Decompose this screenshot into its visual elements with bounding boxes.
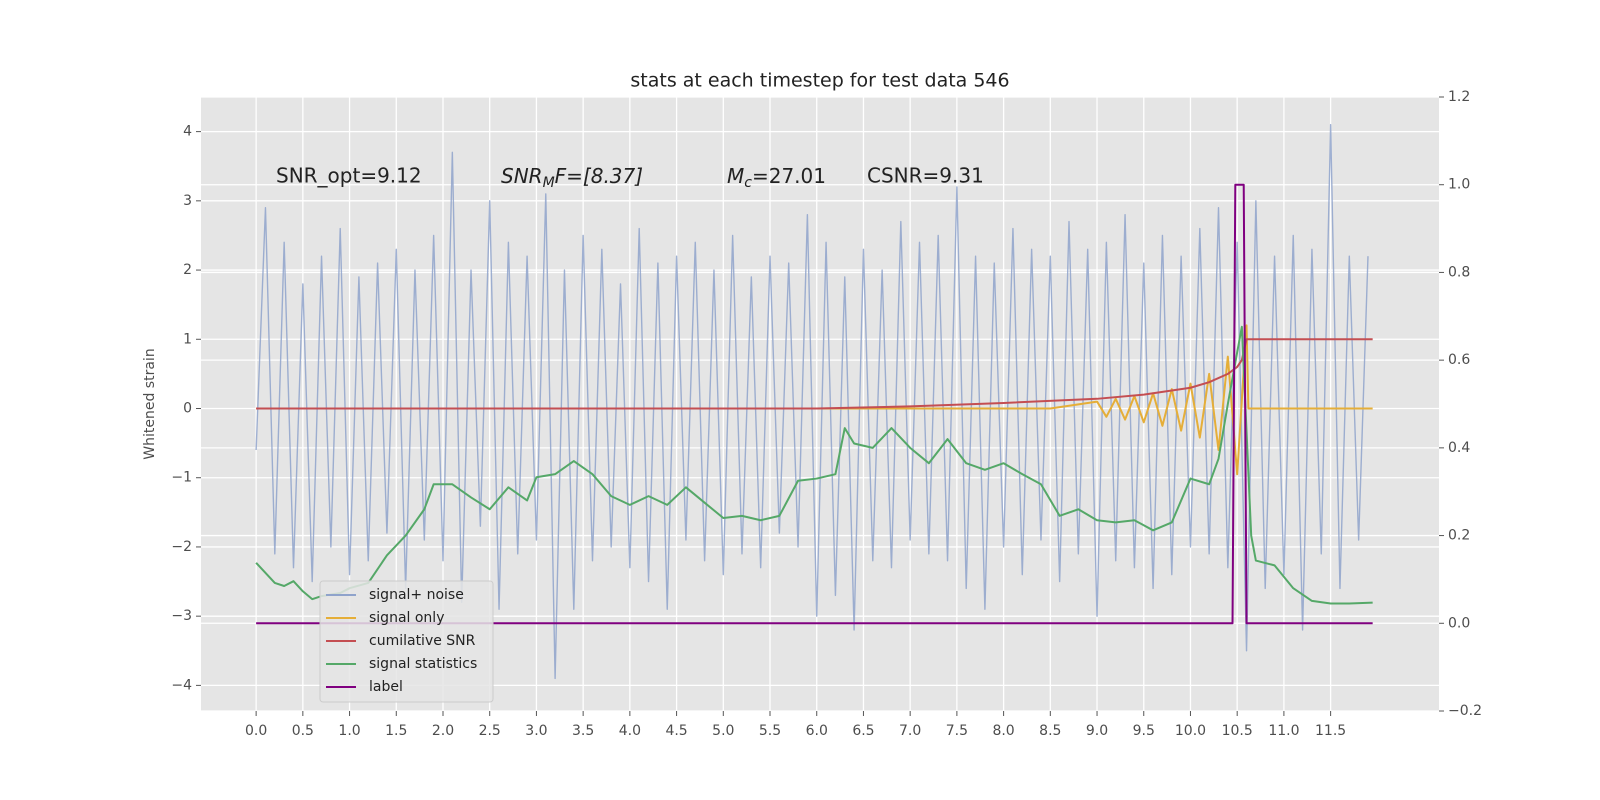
series-line: [256, 183, 1373, 625]
y-axis-label: Whitened strain: [142, 348, 158, 459]
legend-label: signal+ noise: [369, 587, 464, 603]
series-layer: [255, 123, 1373, 680]
x-tick-label: 2.5: [479, 723, 501, 739]
y2-tick-label: −0.2: [1448, 703, 1482, 719]
legend-label: label: [369, 679, 403, 695]
x-tick-label: 7.5: [946, 723, 968, 739]
x-tick-label: 5.5: [759, 723, 781, 739]
x-tick-label: 4.0: [619, 723, 641, 739]
y2-tick-label: 1.2: [1448, 89, 1470, 105]
y2-tick-label: 0.6: [1448, 352, 1470, 368]
series-line: [255, 123, 1369, 680]
x-tick-label: 3.5: [572, 723, 594, 739]
x-tick-label: 1.5: [385, 723, 407, 739]
legend-label: signal statistics: [369, 656, 477, 672]
y-tick-label: 3: [183, 193, 192, 209]
x-tick-label: 0.5: [292, 723, 314, 739]
y-tick-label: 2: [183, 262, 192, 278]
series-line: [255, 325, 1373, 605]
y-tick-label: −3: [171, 608, 192, 624]
y2-tick-label: 0.2: [1448, 528, 1470, 544]
annotation: Mc=27.01: [727, 164, 826, 192]
y-tick-label: −1: [171, 470, 192, 486]
x-tick-label: 10.0: [1175, 723, 1206, 739]
y2-tick-label: 0.8: [1448, 264, 1470, 280]
x-tick-label: 8.5: [1039, 723, 1061, 739]
x-tick-label: 8.0: [992, 723, 1014, 739]
x-tick-label: 7.0: [899, 723, 921, 739]
x-tick-label: 1.0: [338, 723, 360, 739]
x-tick-label: 3.0: [525, 723, 547, 739]
y-tick-label: −2: [171, 539, 192, 555]
y-tick-label: −4: [171, 677, 192, 693]
x-tick-label: 2.0: [432, 723, 454, 739]
legend-box: [319, 580, 494, 703]
x-tick-label: 6.5: [852, 723, 874, 739]
annotation-part: M: [727, 164, 744, 188]
annotation-part: SNR: [501, 164, 543, 188]
annotation-part: =27.01: [752, 164, 826, 188]
x-tick-label: 10.5: [1222, 723, 1253, 739]
x-tick-label: 11.5: [1315, 723, 1346, 739]
annotation: CSNR=9.31: [867, 164, 984, 188]
annotation-subscript: M: [543, 175, 555, 191]
y2-tick-label: 1.0: [1448, 177, 1470, 193]
chart-title: stats at each timestep for test data 546: [630, 70, 1009, 92]
y-tick-label: 4: [183, 124, 192, 140]
y-tick-label: 1: [183, 331, 192, 347]
x-tick-label: 11.0: [1268, 723, 1299, 739]
x-tick-label: 9.0: [1086, 723, 1108, 739]
x-tick-label: 5.0: [712, 723, 734, 739]
legend-label: cumilative SNR: [369, 633, 476, 649]
x-tick-label: 4.5: [665, 723, 687, 739]
series-line: [256, 338, 1373, 410]
axes: 0.0 0.5 1.0 1.5 2.0 2.5 3.0 3.5 4.0 4.5 5.0 5.5 6.0 6…: [171, 89, 1482, 739]
annotation-part: F=[8.37]: [555, 164, 643, 188]
x-tick-label: 6.0: [806, 723, 828, 739]
y2-tick-label: 0.4: [1448, 440, 1470, 456]
x-tick-label: 0.0: [245, 723, 267, 739]
annotation-subscript: c: [744, 175, 752, 191]
x-tick-label: 9.5: [1133, 723, 1155, 739]
annotation: SNRMF=[8.37]: [501, 164, 643, 192]
legend: signal+ noise signal only cumilative SNR si…: [319, 580, 494, 703]
y-tick-label: 0: [183, 400, 192, 416]
annotation: SNR_opt=9.12: [276, 164, 422, 188]
legend-label: signal only: [369, 610, 444, 626]
y2-tick-label: 0.0: [1448, 615, 1470, 631]
